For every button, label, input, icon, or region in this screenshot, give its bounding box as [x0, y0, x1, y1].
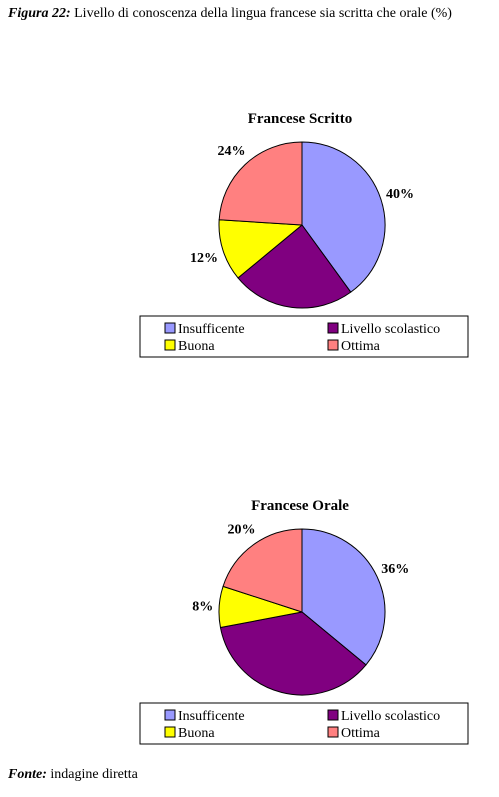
pie-slice-insufficente: [301, 141, 386, 293]
legend-label-insufficente: Insufficente: [178, 322, 245, 337]
source-note: Fonte: indagine diretta: [8, 767, 138, 783]
source-text: indagine diretta: [46, 767, 138, 782]
pie-slice-livello-scolastico: [219, 611, 367, 696]
pie-slice-insufficente: [301, 528, 386, 666]
pie-chart-francese-orale: Francese Orale36%36%8%20%InsufficenteLiv…: [139, 498, 469, 745]
data-label-buona: 8%: [192, 600, 213, 615]
legend-swatch-ottima: [327, 726, 339, 738]
legend-swatch-buona: [164, 339, 176, 351]
chart-title: Francese Orale: [251, 498, 349, 514]
data-label-ottima: 24%: [218, 144, 246, 159]
data-label-ottima: 20%: [228, 523, 256, 538]
figure-caption-label: Figura 22:: [8, 6, 71, 21]
figure-caption: Figura 22: Livello di conoscenza della l…: [8, 6, 452, 22]
pie-slice-buona: [218, 219, 303, 279]
legend-swatch-ottima: [327, 339, 339, 351]
legend-swatch-livello-scolastico: [327, 709, 339, 721]
legend-label-livello-scolastico: Livello scolastico: [341, 709, 440, 724]
legend-label-buona: Buona: [178, 339, 215, 354]
chart-legend: Insufficente Livello scolastico Buona Ottim…: [139, 702, 469, 745]
pie-slice-ottima: [218, 141, 303, 226]
legend-swatch-insufficente: [164, 322, 176, 334]
pie-slice-ottima: [222, 528, 303, 613]
legend-swatch-insufficente: [164, 709, 176, 721]
legend-label-livello-scolastico: Livello scolastico: [341, 322, 440, 337]
figure-caption-text: Livello di conoscenza della lingua franc…: [70, 6, 452, 21]
data-label-insufficente: 40%: [386, 187, 414, 202]
legend-swatch-livello-scolastico: [327, 322, 339, 334]
chart-legend: Insufficente Livello scolastico Buona Ottim…: [139, 315, 469, 358]
data-label-buona: 12%: [190, 251, 218, 266]
legend-label-insufficente: Insufficente: [178, 709, 245, 724]
pie-slice-livello-scolastico: [237, 224, 352, 309]
legend-label-ottima: Ottima: [341, 339, 381, 354]
legend-label-ottima: Ottima: [341, 726, 381, 741]
data-label-insufficente: 36%: [381, 562, 409, 577]
pie-chart-francese-scritto: Francese Scritto40%24%12%24%Insufficente…: [139, 111, 469, 358]
source-label: Fonte:: [8, 767, 47, 782]
legend-swatch-buona: [164, 726, 176, 738]
legend-box: [139, 702, 469, 745]
chart-title: Francese Scritto: [248, 111, 353, 127]
legend-box: [139, 315, 469, 358]
legend-label-buona: Buona: [178, 726, 215, 741]
